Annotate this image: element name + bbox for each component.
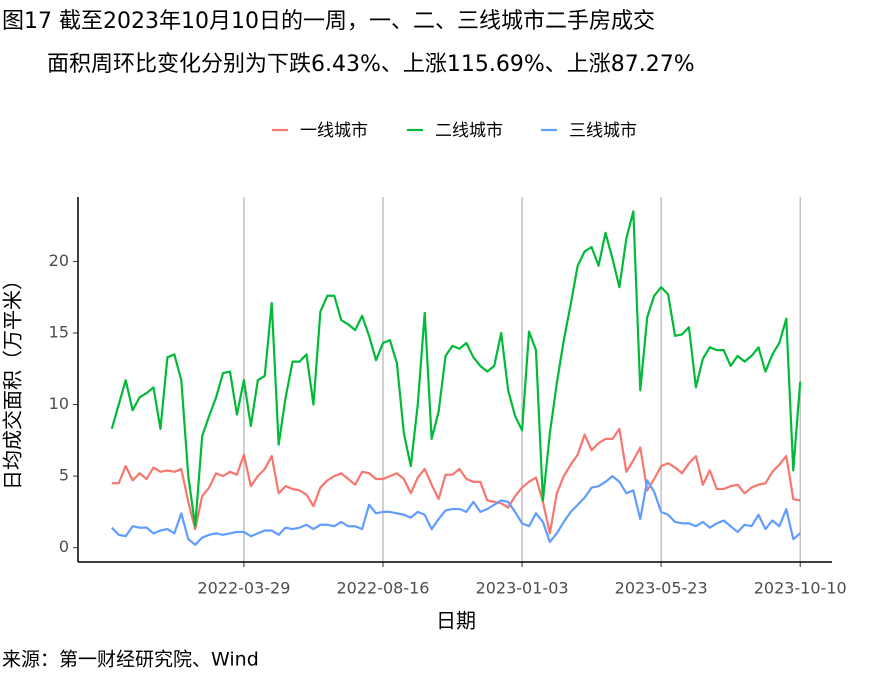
x-tick-label: 2022-03-29 [197,579,290,598]
x-tick-label: 2023-01-03 [476,579,569,598]
y-tick-label: 0 [59,537,69,556]
chart-title: 面积周环比变化分别为下跌6.43%、上涨115.69%、上涨87.27% [47,52,695,77]
y-tick-label: 5 [59,466,69,485]
x-tick-label: 2023-05-23 [615,579,708,598]
x-tick-label: 2023-10-10 [754,579,847,598]
x-axis-label: 日期 [436,609,476,633]
x-tick-label: 2022-08-16 [336,579,429,598]
legend-label: 一线城市 [300,121,368,141]
y-tick-label: 10 [49,394,69,413]
series-line [110,210,802,528]
series-line [111,427,801,535]
series-line [110,475,801,546]
legend-label: 三线城市 [569,121,637,141]
y-tick-label: 20 [49,251,69,270]
y-tick-label: 15 [49,322,69,341]
source-note: 来源：第一财经研究院、Wind [2,649,259,671]
legend-label: 二线城市 [435,121,503,141]
y-axis-label: 日均成交面积（万平米） [1,270,25,490]
chart-title: 图17 截至2023年10月10日的一周，一、二、三线城市二手房成交 [2,9,655,34]
